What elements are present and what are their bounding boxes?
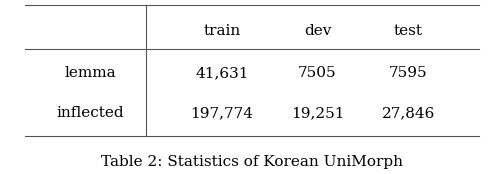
Text: lemma: lemma <box>65 66 116 80</box>
Text: 19,251: 19,251 <box>291 106 344 120</box>
Text: test: test <box>394 24 423 38</box>
Text: 197,774: 197,774 <box>190 106 253 120</box>
Text: 27,846: 27,846 <box>382 106 435 120</box>
Text: 7595: 7595 <box>389 66 427 80</box>
Text: inflected: inflected <box>57 106 124 120</box>
Text: train: train <box>203 24 240 38</box>
Text: 7505: 7505 <box>298 66 337 80</box>
Text: 41,631: 41,631 <box>195 66 248 80</box>
Text: dev: dev <box>304 24 331 38</box>
Text: Table 2: Statistics of Korean UniMorph: Table 2: Statistics of Korean UniMorph <box>101 155 403 169</box>
